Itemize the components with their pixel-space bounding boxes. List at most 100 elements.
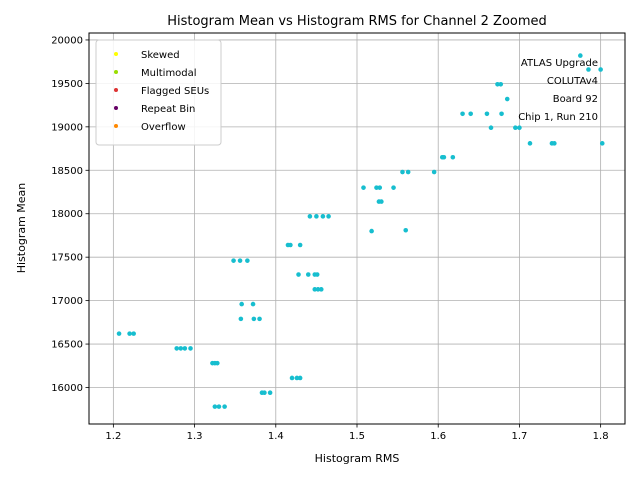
data-point — [296, 272, 301, 277]
data-point — [267, 390, 273, 396]
data-point — [314, 272, 320, 277]
legend-entry: Skewed — [114, 50, 180, 61]
data-point — [441, 154, 447, 160]
x-tick-label: 1.3 — [187, 431, 203, 442]
data-point — [369, 228, 374, 234]
y-tick-label: 16000 — [51, 383, 83, 394]
data-point — [315, 287, 321, 292]
legend-entry: Overflow — [114, 122, 186, 133]
annotation-line: Chip 1, Run 210 — [518, 112, 598, 123]
x-tick-label: 1.8 — [593, 431, 609, 442]
data-point — [488, 125, 494, 131]
data-point — [498, 81, 504, 87]
data-point — [216, 404, 222, 409]
data-point — [405, 169, 411, 175]
legend-entry: Repeat Bin — [114, 104, 195, 115]
data-point — [320, 214, 326, 219]
data-point — [215, 360, 220, 366]
legend-entry: Flagged SEUs — [114, 86, 209, 97]
data-point — [361, 185, 366, 190]
legend-entry: Multimodal — [114, 68, 197, 79]
x-axis-ticks: 1.2 1.3 1.4 1.5 1.6 1.7 1.8 — [105, 424, 609, 442]
data-point — [391, 185, 396, 190]
x-tick-label: 1.4 — [268, 431, 284, 442]
data-point — [326, 214, 331, 219]
data-point — [586, 67, 591, 72]
data-point — [222, 404, 227, 409]
y-tick-label: 18000 — [51, 209, 83, 220]
data-point — [495, 81, 500, 87]
data-point — [318, 287, 324, 292]
data-point — [250, 301, 256, 307]
x-tick-label: 1.6 — [430, 431, 446, 442]
data-point — [297, 375, 303, 381]
y-tick-label: 17000 — [51, 296, 83, 307]
data-point — [468, 111, 473, 117]
data-point — [599, 141, 605, 146]
data-point — [251, 316, 257, 322]
legend-marker — [114, 106, 118, 110]
grid — [89, 33, 625, 424]
data-point — [527, 141, 533, 146]
data-point — [262, 390, 267, 396]
data-point — [517, 125, 522, 131]
annotation-line: COLUTAv4 — [547, 76, 598, 87]
data-point — [305, 272, 311, 277]
legend: Skewed Multimodal Flagged SEUs Repeat Bin Ov… — [95, 39, 222, 146]
legend-label: Repeat Bin — [141, 104, 195, 115]
legend-marker — [114, 88, 118, 92]
data-point — [174, 346, 180, 351]
data-point — [379, 199, 384, 204]
y-tick-label: 17500 — [51, 253, 83, 264]
x-axis-label: Histogram RMS — [315, 452, 400, 465]
y-axis-label: Histogram Mean — [15, 183, 28, 274]
data-point — [239, 301, 244, 307]
data-point — [312, 287, 318, 292]
data-point — [431, 169, 437, 175]
data-point — [288, 242, 293, 248]
data-point — [237, 258, 243, 263]
data-point — [289, 375, 295, 381]
annotation: ATLAS Upgrade COLUTAv4 Board 92 Chip 1, Run… — [518, 58, 598, 123]
data-point — [374, 185, 379, 190]
data-point — [212, 404, 218, 409]
chart-title: Histogram Mean vs Histogram RMS for Chan… — [167, 14, 547, 29]
legend-marker — [114, 70, 118, 74]
y-axis-ticks: 16000 16500 17000 17500 18000 18500 19000 19500… — [51, 35, 89, 394]
data-point — [552, 141, 557, 146]
data-point — [450, 154, 456, 160]
data-point — [127, 331, 132, 336]
data-point — [484, 111, 490, 117]
y-tick-label: 19000 — [51, 122, 83, 133]
data-point — [294, 375, 300, 381]
x-tick-label: 1.7 — [511, 431, 527, 442]
data-point — [377, 185, 383, 190]
data-point — [400, 169, 405, 175]
data-point — [257, 316, 262, 322]
data-point — [182, 346, 188, 351]
data-point — [504, 96, 510, 102]
data-point — [297, 242, 303, 248]
data-point — [513, 125, 518, 131]
data-point — [460, 111, 465, 117]
legend-label: Overflow — [141, 122, 186, 133]
legend-label: Flagged SEUs — [141, 86, 209, 97]
data-point — [131, 331, 136, 336]
data-point — [238, 316, 244, 322]
legend-label: Skewed — [141, 50, 180, 61]
data-point — [231, 258, 236, 263]
data-point — [598, 67, 603, 72]
y-tick-label: 20000 — [51, 35, 83, 46]
data-point — [188, 346, 193, 351]
data-point — [116, 331, 122, 336]
data-point — [499, 111, 504, 117]
legend-marker — [114, 124, 118, 128]
legend-box — [95, 39, 222, 146]
x-tick-label: 1.5 — [349, 431, 365, 442]
data-point — [578, 53, 583, 58]
legend-marker — [114, 52, 118, 56]
data-point — [403, 227, 409, 233]
data-point — [307, 214, 313, 219]
annotation-line: ATLAS Upgrade — [521, 58, 598, 69]
